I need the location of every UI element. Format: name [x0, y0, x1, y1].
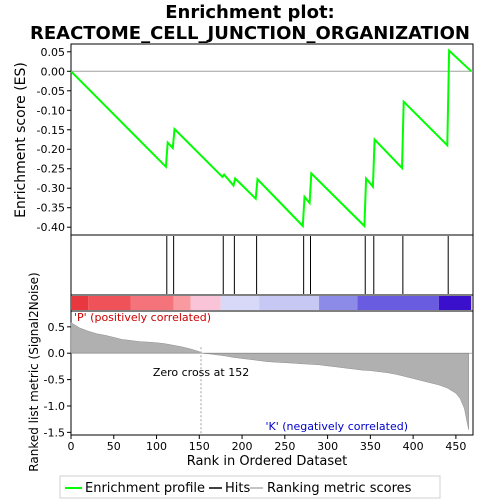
negative-correlation-label: 'K' (negatively correlated) — [265, 420, 408, 433]
color-bar-segment-0 — [71, 296, 89, 310]
legend-box — [59, 475, 441, 499]
metric-tick-label-1: 0.0 — [48, 347, 66, 360]
x-tick-label-1: 50 — [107, 440, 121, 453]
ranking-metric-area — [70, 322, 473, 430]
metric-tick-label-4: -1.5 — [44, 426, 65, 439]
metric-tick-label-0: 0.5 — [48, 321, 66, 334]
color-bar-segment-7 — [319, 296, 358, 310]
color-bar-segment-4 — [190, 296, 221, 310]
color-bar-segment-9 — [438, 296, 472, 310]
es-tick-label-2: -0.05 — [37, 85, 65, 98]
legend-metric-label: Ranking metric scores — [267, 481, 412, 496]
es-tick-label-7: -0.30 — [37, 182, 65, 195]
es-tick-label-9: -0.40 — [37, 221, 65, 234]
color-bar-segment-1 — [88, 296, 131, 310]
es-tick-label-0: 0.05 — [41, 46, 66, 59]
es-tick-label-3: -0.10 — [37, 104, 65, 117]
hits-panel — [70, 234, 474, 296]
axis-ticks: 0.050.00-0.05-0.10-0.15-0.20-0.25-0.30-0… — [37, 46, 467, 453]
color-bar-segment-6 — [259, 296, 320, 310]
x-tick-label-5: 250 — [274, 440, 295, 453]
metric-axis-label: Ranked list metric (Signal2Noise) — [27, 272, 41, 471]
chart-title-line2: REACTOME_CELL_JUNCTION_ORGANIZATION — [30, 23, 470, 44]
x-tick-label-3: 150 — [189, 440, 210, 453]
enrichment-profile-line — [70, 48, 472, 229]
x-tick-label-7: 350 — [360, 440, 381, 453]
x-tick-label-2: 100 — [146, 440, 167, 453]
color-bar-segment-8 — [357, 296, 439, 310]
color-bar — [71, 296, 472, 310]
color-bar-segment-2 — [130, 296, 174, 310]
es-tick-label-4: -0.15 — [37, 124, 65, 137]
es-tick-label-8: -0.35 — [37, 202, 65, 215]
enrichment-profile-path — [70, 48, 472, 229]
x-tick-label-6: 300 — [317, 440, 338, 453]
positive-correlation-label: 'P' (positively correlated) — [74, 311, 211, 324]
x-tick-label-0: 0 — [68, 440, 75, 453]
x-axis-label: Rank in Ordered Dataset — [187, 454, 348, 469]
es-tick-label-5: -0.20 — [37, 143, 65, 156]
metric-tick-label-2: -0.5 — [44, 374, 65, 387]
es-axis-label: Enrichment score (ES) — [13, 62, 29, 218]
legend-hits-label: Hits — [225, 481, 250, 496]
es-tick-label-6: -0.25 — [37, 163, 65, 176]
color-bar-segment-3 — [173, 296, 191, 310]
x-tick-label-4: 200 — [232, 440, 253, 453]
zero-cross-label: Zero cross at 152 — [153, 366, 249, 379]
x-tick-label-8: 400 — [403, 440, 424, 453]
metric-tick-label-3: -1.0 — [44, 400, 65, 413]
color-bar-segment-5 — [220, 296, 260, 310]
es-tick-label-1: 0.00 — [41, 65, 66, 78]
hits-group — [166, 236, 449, 294]
es-panel — [70, 43, 474, 236]
legend-profile-label: Enrichment profile — [85, 481, 205, 496]
ranking-metric-fill — [70, 322, 469, 430]
chart-title-line1: Enrichment plot: — [165, 2, 335, 23]
x-tick-label-9: 450 — [445, 440, 466, 453]
